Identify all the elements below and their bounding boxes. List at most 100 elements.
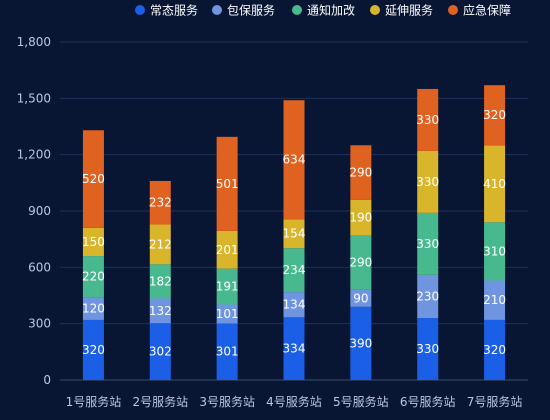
bar-segment	[484, 85, 506, 146]
bar-segment	[149, 298, 171, 324]
bar-segment	[82, 227, 104, 257]
bar-segment	[350, 306, 372, 380]
legend-label: 包保服务	[227, 3, 275, 18]
data-label: 212	[149, 237, 172, 251]
bar-segment	[283, 248, 305, 293]
bar-segment	[283, 317, 305, 380]
y-tick-label: 1,800	[17, 35, 51, 49]
data-label: 150	[82, 235, 105, 249]
data-label: 154	[283, 227, 306, 241]
bar-segment	[82, 297, 104, 320]
x-tick-label: 7号服务站	[467, 394, 523, 409]
data-label: 182	[149, 274, 172, 288]
y-tick-label: 1,500	[17, 91, 51, 105]
bar-segment	[417, 318, 439, 380]
bar-segment	[149, 180, 171, 225]
data-label: 190	[349, 211, 372, 225]
bar-segment	[216, 323, 238, 380]
bar-segment	[216, 230, 238, 269]
y-tick-label: 600	[28, 260, 51, 274]
bar-segment	[283, 100, 305, 220]
legend-label: 常态服务	[150, 3, 198, 18]
bar-segment	[216, 136, 238, 231]
legend-marker	[292, 5, 302, 15]
data-label: 201	[216, 243, 239, 257]
legend-label: 通知加改	[307, 4, 355, 18]
x-tick-label: 1号服务站	[66, 394, 122, 409]
x-axis: 1号服务站 2号服务站 3号服务站 4号服务站 5号服务站 6号服务站 7号服务站	[66, 394, 523, 409]
data-label: 120	[82, 302, 105, 316]
bar-segment	[484, 222, 506, 281]
bar-segment	[484, 145, 506, 223]
bar-segment	[417, 150, 439, 213]
data-label: 390	[349, 336, 372, 350]
data-label: 330	[416, 342, 439, 356]
bar-segment	[216, 268, 238, 305]
bar-segment	[149, 323, 171, 380]
bar-segment	[149, 224, 171, 265]
y-tick-label: 300	[28, 317, 51, 331]
data-label: 634	[283, 153, 306, 167]
bar-segment	[350, 145, 372, 200]
legend-label: 应急保障	[463, 3, 511, 18]
bars	[82, 85, 506, 380]
data-labels: 320 120 220 150 520 302 132 182 212 232 301 101 191 2…	[82, 108, 506, 359]
data-label: 330	[416, 237, 439, 251]
data-label: 334	[283, 342, 306, 356]
x-tick-label: 5号服务站	[333, 394, 389, 409]
data-label: 410	[483, 177, 506, 191]
data-label: 320	[483, 108, 506, 122]
legend-label: 延伸服务	[385, 3, 433, 18]
data-label: 330	[416, 175, 439, 189]
bar-segment	[417, 88, 439, 151]
x-tick-label: 6号服务站	[400, 394, 456, 409]
bar-segment	[216, 304, 238, 324]
bar-segment	[82, 319, 104, 380]
data-label: 210	[483, 293, 506, 307]
x-tick-label: 2号服务站	[132, 394, 188, 409]
data-label: 290	[349, 256, 372, 270]
data-label: 301	[216, 345, 239, 359]
data-label: 302	[149, 345, 172, 359]
legend-marker	[212, 5, 222, 15]
y-axis: 0 300 600 900 1,200 1,500 1,800	[17, 35, 51, 387]
legend-marker	[448, 5, 458, 15]
data-label: 191	[216, 280, 239, 294]
legend-marker	[370, 5, 380, 15]
data-label: 330	[416, 113, 439, 127]
bar-segment	[283, 292, 305, 318]
legend-marker	[135, 5, 145, 15]
y-tick-label: 900	[28, 204, 51, 218]
data-label: 230	[416, 289, 439, 303]
bar-segment	[350, 289, 372, 307]
data-label: 132	[149, 304, 172, 318]
bar-segment	[350, 235, 372, 290]
data-label: 501	[216, 177, 239, 191]
data-label: 101	[216, 307, 239, 321]
y-tick-label: 0	[43, 373, 51, 387]
x-tick-label: 4号服务站	[266, 394, 322, 409]
y-tick-label: 1,200	[17, 148, 51, 162]
data-label: 232	[149, 196, 172, 210]
bar-segment	[82, 256, 104, 298]
data-label: 290	[349, 166, 372, 180]
bar-segment	[283, 219, 305, 249]
bar-segment	[82, 130, 104, 228]
bar-segment	[484, 280, 506, 320]
data-label: 220	[82, 270, 105, 284]
bar-segment	[417, 212, 439, 275]
data-label: 320	[483, 343, 506, 357]
data-label: 134	[283, 298, 306, 312]
legend: 常态服务 包保服务 通知加改 延伸服务 应急保障	[135, 3, 511, 18]
data-label: 310	[483, 244, 506, 258]
bar-segment	[350, 199, 372, 236]
bar-segment	[149, 264, 171, 299]
data-label: 90	[353, 291, 368, 305]
x-tick-label: 3号服务站	[199, 394, 255, 409]
bar-segment	[417, 274, 439, 319]
data-label: 234	[283, 263, 306, 277]
data-label: 520	[82, 172, 105, 186]
data-label: 320	[82, 343, 105, 357]
bar-segment	[484, 319, 506, 380]
